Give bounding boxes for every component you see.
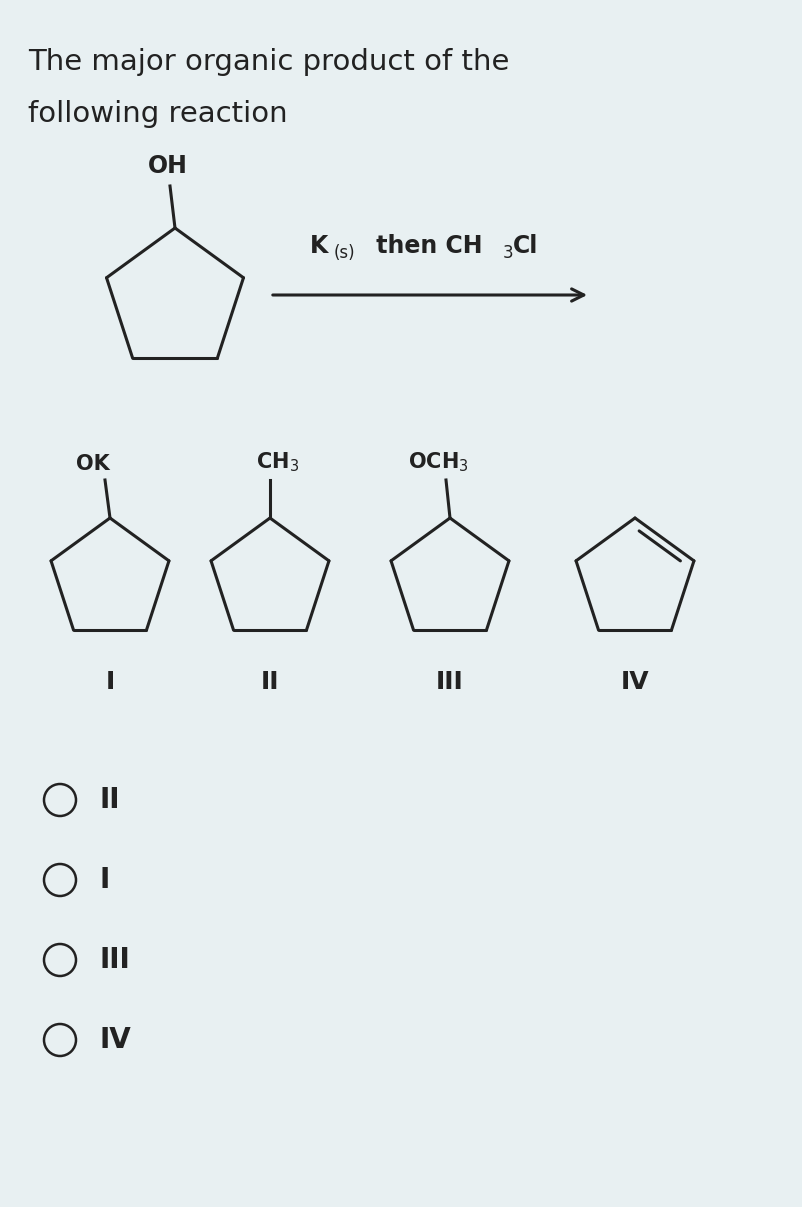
Text: IV: IV [620, 670, 649, 694]
Text: K: K [310, 234, 328, 258]
Text: OH: OH [148, 154, 188, 177]
Text: OK: OK [76, 454, 110, 474]
Text: following reaction: following reaction [28, 100, 287, 128]
Text: CH$_3$: CH$_3$ [256, 450, 298, 474]
Text: OCH$_3$: OCH$_3$ [407, 450, 468, 474]
Text: II: II [100, 786, 120, 814]
Text: (s): (s) [334, 244, 355, 262]
Text: III: III [435, 670, 464, 694]
Text: then CH: then CH [367, 234, 482, 258]
Text: I: I [100, 865, 110, 894]
Text: III: III [100, 946, 131, 974]
Text: 3: 3 [502, 244, 513, 262]
Text: I: I [105, 670, 115, 694]
Text: IV: IV [100, 1026, 132, 1054]
Text: The major organic product of the: The major organic product of the [28, 48, 508, 76]
Text: Cl: Cl [512, 234, 537, 258]
Text: II: II [261, 670, 279, 694]
